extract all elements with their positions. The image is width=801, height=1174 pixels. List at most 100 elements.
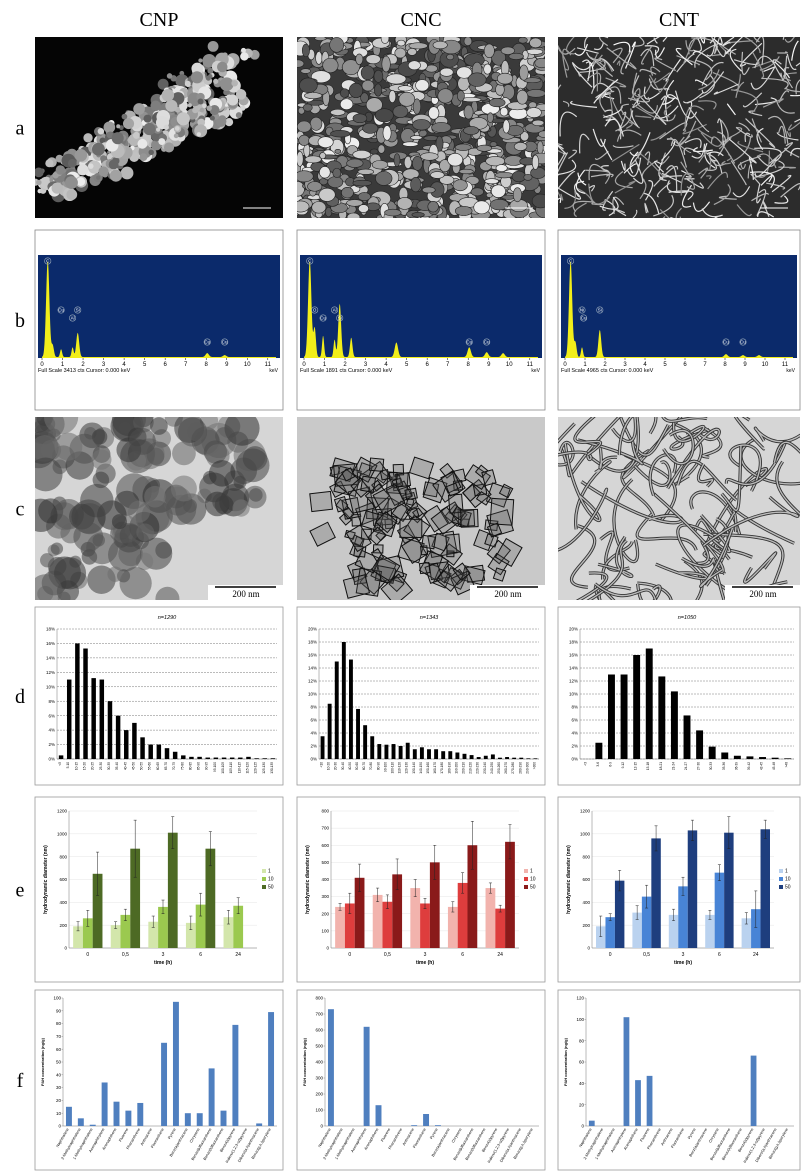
bar [646, 649, 653, 760]
cube [490, 498, 514, 525]
bar [268, 1012, 274, 1126]
particle [362, 80, 374, 91]
bar [724, 833, 733, 948]
bar [635, 1080, 641, 1126]
bar [230, 758, 234, 759]
x-tick-label: 150-160 [426, 762, 430, 774]
bar [406, 743, 410, 759]
bar [624, 1017, 630, 1126]
bar [59, 755, 63, 759]
particle [428, 201, 439, 212]
bar [595, 743, 602, 759]
y-tick-label: 800 [315, 996, 323, 1001]
particle [330, 130, 349, 137]
particle [529, 38, 541, 48]
bar [410, 888, 420, 948]
x-tick-label: 42-45 [760, 762, 764, 770]
y-tick-label: 80 [56, 1021, 62, 1026]
legend-swatch [262, 877, 266, 881]
column-title: CNT [659, 9, 699, 31]
bar [435, 1125, 441, 1126]
particle [198, 58, 202, 62]
particle [487, 113, 493, 123]
eds-unit: keV [786, 368, 795, 374]
y-tick-label: 90 [56, 1008, 62, 1013]
y-tick-label: 20 [56, 1098, 62, 1103]
y-tick-label: 400 [321, 877, 329, 882]
y-tick-label: 100 [53, 996, 61, 1001]
particle [196, 65, 202, 71]
particle [375, 171, 392, 185]
bar [519, 758, 523, 759]
particle [538, 131, 549, 138]
x-tick-label: 12-15 [634, 762, 638, 770]
x-tick-label: 39-42 [747, 762, 751, 770]
y-tick-label: 100 [321, 928, 329, 933]
particle [129, 428, 156, 455]
particle [112, 514, 127, 529]
legend-label: 10 [785, 877, 791, 883]
scale-label: 200 nm [494, 589, 521, 599]
y-tick-label: 18% [308, 640, 317, 645]
particle [468, 73, 486, 87]
y-tick-label: 8% [571, 705, 578, 710]
column-title: CNC [400, 9, 441, 31]
particle [398, 86, 412, 92]
particle [358, 169, 374, 174]
x-tick-label: 100-105 [221, 762, 225, 774]
y-axis-label: hydrodynamic diameter (nm) [566, 845, 572, 914]
x-tick-label: 250-260 [497, 762, 501, 774]
particle [323, 58, 338, 73]
bar [124, 730, 128, 759]
x-tick-label: 18-21 [659, 762, 663, 770]
y-tick-label: 30 [56, 1085, 62, 1090]
y-tick-label: 1200 [57, 809, 68, 814]
bar [100, 680, 104, 759]
particle [303, 104, 312, 111]
particle [453, 180, 467, 191]
bar [116, 716, 120, 759]
x-tick-label: 140-150 [419, 762, 423, 774]
cube [389, 472, 397, 479]
tem-image: 200 nm [297, 417, 545, 605]
particle [484, 64, 492, 74]
y-tick-label: 6% [310, 718, 317, 723]
bar [705, 915, 714, 948]
particle [341, 187, 353, 198]
x-tick-label: 125-130 [262, 762, 266, 774]
legend-label: 1 [785, 869, 788, 875]
eds-unit: keV [269, 368, 278, 374]
particle [316, 52, 323, 65]
particle [292, 201, 309, 212]
particle [399, 92, 415, 106]
particle [202, 103, 207, 108]
bar [671, 691, 678, 759]
particle [140, 153, 148, 161]
x-tick-label: 110-120 [398, 762, 402, 774]
particle [411, 177, 421, 191]
eds-plot [38, 255, 280, 358]
x-tick-label: 10-15 [74, 762, 78, 770]
particle [535, 58, 548, 68]
y-axis-label: PAH concentration (ng/g) [40, 1037, 45, 1086]
bar [263, 758, 267, 759]
bar [526, 758, 530, 759]
bar [222, 758, 226, 759]
particle [394, 154, 400, 167]
peak-label: Cu [204, 340, 210, 345]
x-tick-label: 30-35 [107, 762, 111, 770]
particle [295, 171, 313, 182]
bar [125, 1111, 131, 1126]
particle [144, 486, 166, 508]
particle [519, 65, 528, 80]
particle [98, 128, 104, 134]
particle [514, 142, 527, 150]
particle [382, 56, 391, 72]
particle [185, 81, 191, 87]
y-tick-label: 4% [48, 728, 55, 733]
particle [378, 145, 385, 154]
particle [318, 137, 333, 148]
bar [197, 757, 201, 759]
x-tick-label: 210-220 [469, 762, 473, 774]
legend-swatch [779, 885, 783, 889]
